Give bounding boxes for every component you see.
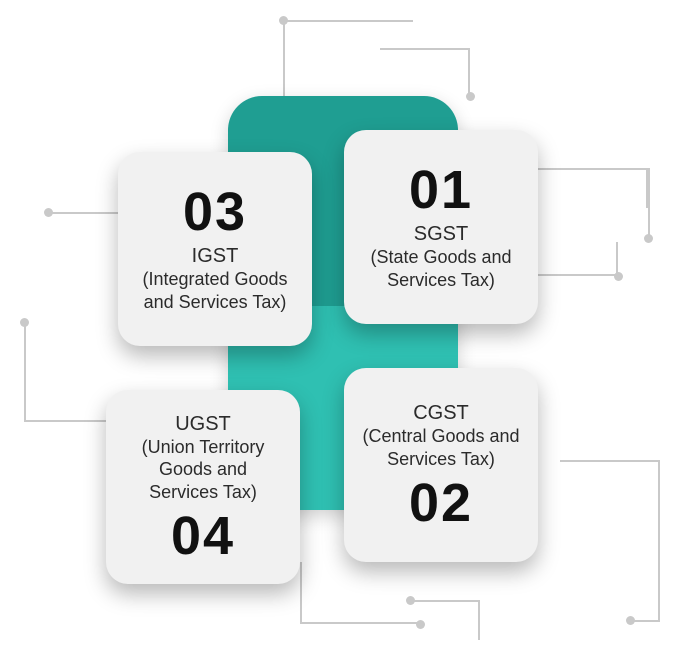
card-subtitle: (Integrated Goods and Services Tax)	[136, 268, 294, 313]
card-body: CGST(Central Goods and Services Tax)	[362, 400, 520, 470]
wire-dot	[614, 272, 623, 281]
wire	[300, 562, 420, 624]
card-body: SGST(State Goods and Services Tax)	[362, 221, 520, 291]
card-number: 01	[409, 163, 473, 217]
wire	[410, 600, 480, 640]
card-body: UGST(Union Territory Goods and Services …	[124, 411, 282, 504]
wire-dot	[626, 616, 635, 625]
wire-dot	[644, 234, 653, 243]
wire-dot	[279, 16, 288, 25]
card-number: 04	[171, 509, 235, 563]
card-03: 03IGST(Integrated Goods and Services Tax…	[118, 152, 312, 346]
wire-dot	[44, 208, 53, 217]
card-subtitle: (State Goods and Services Tax)	[362, 246, 520, 291]
wire	[560, 460, 660, 620]
card-01: 01SGST(State Goods and Services Tax)	[344, 130, 538, 324]
card-title: IGST	[136, 245, 294, 268]
card-02: CGST(Central Goods and Services Tax) 02	[344, 368, 538, 562]
card-title: CGST	[362, 402, 520, 425]
wire	[380, 48, 470, 96]
card-number: 03	[183, 185, 247, 239]
card-number: 02	[409, 476, 473, 530]
wire	[48, 212, 118, 214]
wire	[538, 242, 618, 276]
card-subtitle: (Central Goods and Services Tax)	[362, 425, 520, 470]
card-title: UGST	[124, 413, 282, 436]
card-04: UGST(Union Territory Goods and Services …	[106, 390, 300, 584]
wire-dot	[406, 596, 415, 605]
wire	[24, 322, 118, 422]
wire-dot	[20, 318, 29, 327]
infographic-canvas: 01SGST(State Goods and Services Tax)CGST…	[0, 0, 676, 664]
wire-dot	[466, 92, 475, 101]
card-subtitle: (Union Territory Goods and Services Tax)	[124, 436, 282, 504]
wire	[648, 168, 650, 238]
card-title: SGST	[362, 223, 520, 246]
card-body: IGST(Integrated Goods and Services Tax)	[136, 243, 294, 313]
wire	[538, 168, 648, 208]
